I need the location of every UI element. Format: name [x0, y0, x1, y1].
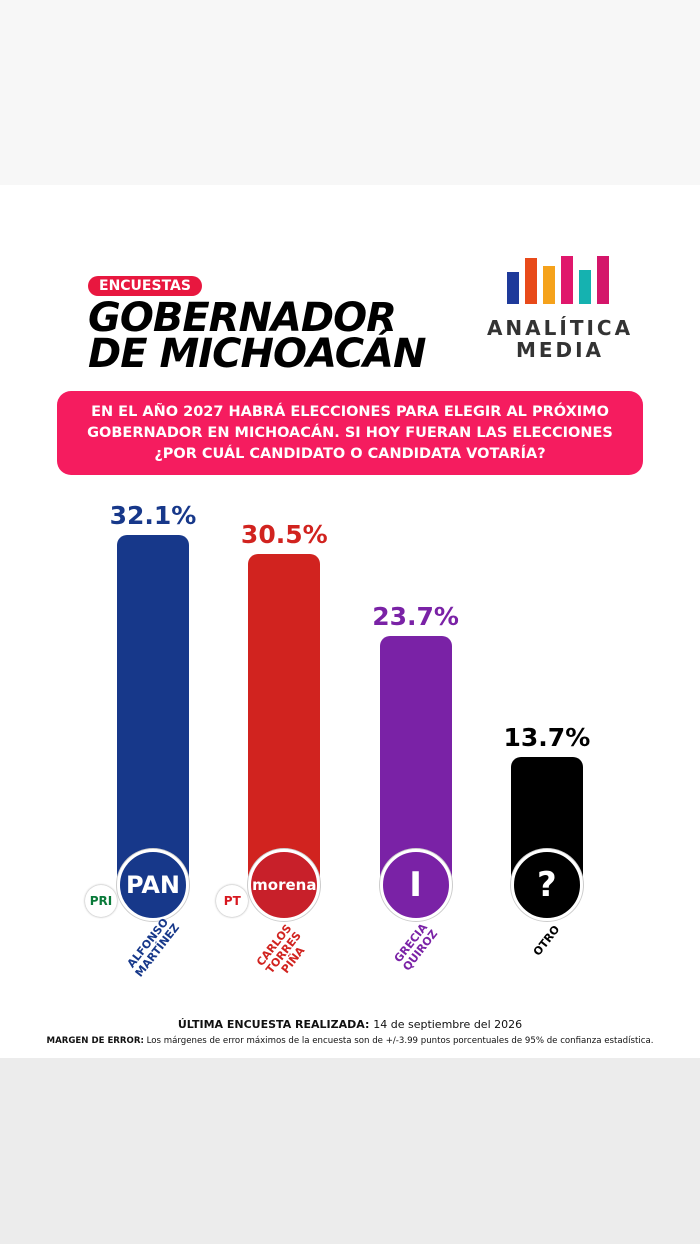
bar	[248, 553, 321, 885]
logo-text: MEDIA	[515, 338, 605, 362]
value-label: 32.1%	[109, 500, 197, 530]
party-badge: ?	[510, 849, 583, 921]
logo-graphic	[507, 256, 609, 304]
value-label: 13.7%	[503, 722, 591, 752]
footer-margin: MARGEN DE ERROR: Los márgenes de error m…	[0, 1036, 700, 1046]
logo-text: ANALÍTICA	[486, 316, 634, 340]
footer-date: ÚLTIMA ENCUESTA REALIZADA: 14 de septiem…	[0, 1018, 700, 1031]
bar	[379, 635, 452, 885]
question-box: EN EL AÑO 2027 HABRÁ ELECCIONES PARA ELE…	[57, 391, 643, 475]
margin-label: MARGEN DE ERROR:	[46, 1036, 144, 1046]
date-label: ÚLTIMA ENCUESTA REALIZADA:	[177, 1018, 370, 1031]
top-band	[0, 0, 700, 185]
bottom-band	[0, 1058, 700, 1244]
candidate-name: CARLOS TORRES PIÑA	[254, 922, 308, 977]
coalition-badge: PT	[216, 885, 249, 917]
question-line: EN EL AÑO 2027 HABRÁ ELECCIONES PARA ELE…	[91, 403, 609, 420]
value-label: 30.5%	[240, 519, 328, 549]
value-label: 23.7%	[372, 601, 459, 631]
date: 14 de septiembre del 2026	[373, 1018, 523, 1031]
title-line: GOBERNADOR	[88, 295, 397, 341]
party-badge: I	[379, 849, 452, 921]
question-line: GOBERNADOR EN MICHOACÁN. SI HOY FUERAN L…	[87, 424, 613, 441]
coalition-badge: PRI	[85, 885, 117, 917]
margin-text: Los márgenes de error máximos de la encu…	[146, 1036, 654, 1046]
question-line: ¿POR CUÁL CANDIDATO O CANDIDATA VOTARÍA?	[154, 445, 546, 462]
party-badge: PAN	[117, 849, 189, 921]
bar	[117, 534, 189, 885]
party-badge: morena	[248, 849, 321, 921]
title-line: DE MICHOACÁN	[88, 331, 426, 377]
chart: 32.1% PAN PRI ALFONSO MARTÍNEZ 30.5% morena PT…	[85, 500, 591, 980]
tag: ENCUESTAS	[88, 276, 202, 296]
